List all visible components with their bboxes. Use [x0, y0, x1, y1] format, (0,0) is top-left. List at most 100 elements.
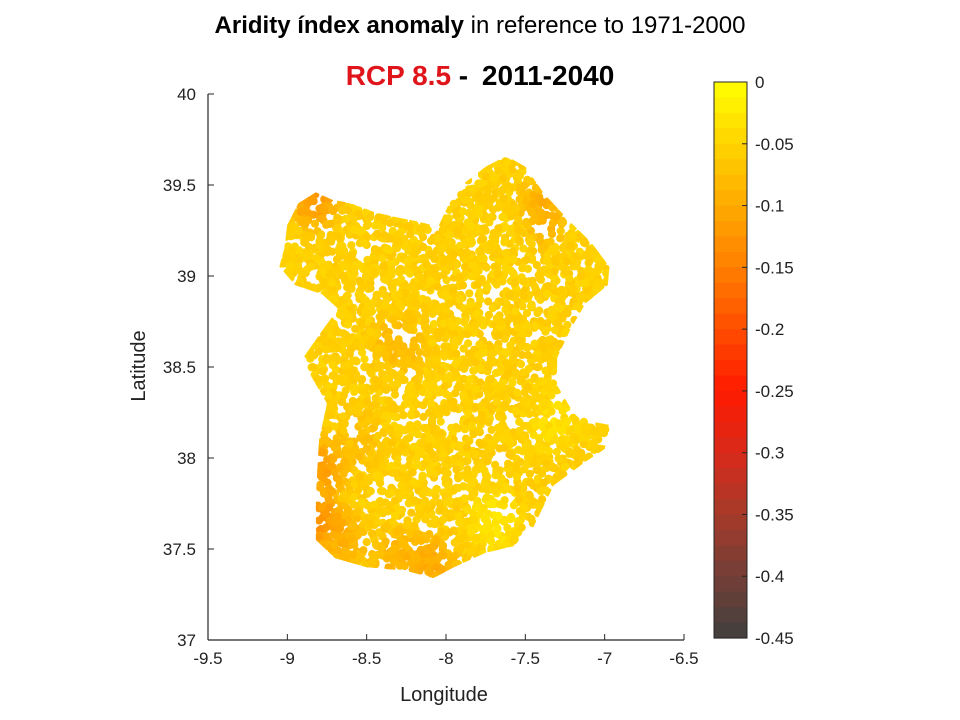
- grid-point: [463, 467, 472, 476]
- grid-point: [352, 357, 361, 366]
- grid-point: [409, 567, 419, 576]
- grid-point: [464, 399, 473, 408]
- grid-point: [557, 294, 566, 303]
- grid-point: [409, 340, 418, 349]
- grid-point: [467, 236, 476, 245]
- grid-point: [445, 497, 454, 506]
- grid-point: [422, 349, 431, 358]
- grid-point: [570, 315, 579, 325]
- y-tick-label: 39: [177, 267, 196, 286]
- grid-point: [335, 524, 345, 534]
- x-tick-label: -9: [280, 649, 295, 668]
- grid-point: [498, 173, 507, 183]
- grid-point: [558, 436, 567, 445]
- grid-point: [461, 357, 470, 366]
- grid-point: [536, 274, 545, 284]
- grid-point: [525, 492, 535, 501]
- grid-point: [511, 307, 520, 316]
- grid-point: [460, 425, 469, 434]
- grid-point: [494, 269, 503, 278]
- grid-point: [529, 247, 538, 256]
- grid-point: [283, 254, 292, 263]
- grid-point: [315, 470, 324, 479]
- grid-point: [589, 439, 599, 448]
- grid-point: [385, 218, 394, 228]
- grid-point: [390, 380, 399, 390]
- grid-point: [598, 254, 607, 264]
- grid-point: [417, 335, 426, 344]
- grid-point: [366, 212, 375, 222]
- y-axis-label: Latitude: [128, 330, 150, 401]
- grid-point: [339, 412, 348, 421]
- grid-point: [341, 386, 350, 395]
- grid-point: [358, 293, 367, 302]
- grid-point: [439, 258, 448, 267]
- grid-point: [493, 432, 502, 441]
- grid-point: [429, 252, 438, 261]
- grid-point: [364, 416, 373, 425]
- colorbar-step: [714, 236, 747, 253]
- grid-point: [410, 521, 419, 530]
- grid-point: [458, 534, 467, 543]
- grid-point: [410, 496, 419, 505]
- grid-point: [323, 455, 332, 464]
- grid-point: [500, 496, 509, 505]
- grid-point: [515, 195, 524, 204]
- grid-point: [393, 231, 402, 240]
- grid-point: [390, 496, 400, 505]
- grid-point: [477, 235, 486, 244]
- colorbar-step: [714, 622, 747, 639]
- grid-point: [340, 538, 349, 547]
- grid-point: [431, 515, 440, 524]
- grid-point: [372, 471, 381, 480]
- grid-point: [440, 404, 449, 413]
- grid-point: [322, 355, 331, 364]
- grid-point: [501, 400, 510, 409]
- grid-point: [486, 243, 495, 252]
- grid-point: [318, 367, 327, 376]
- grid-point: [391, 278, 400, 287]
- grid-point: [390, 412, 399, 421]
- grid-point: [576, 272, 586, 281]
- grid-point: [334, 546, 343, 556]
- grid-point: [582, 286, 591, 295]
- grid-point: [471, 449, 480, 458]
- grid-point: [388, 517, 397, 527]
- grid-point: [475, 288, 484, 297]
- grid-point: [480, 262, 490, 271]
- colorbar-step: [714, 560, 747, 577]
- grid-point: [430, 469, 439, 478]
- colorbar-step: [714, 143, 747, 160]
- grid-point: [487, 537, 496, 546]
- grid-point: [522, 405, 532, 414]
- x-tick-label: -7: [597, 649, 612, 668]
- grid-point: [332, 255, 342, 264]
- grid-point: [484, 310, 493, 320]
- grid-point: [560, 462, 570, 471]
- grid-point: [540, 401, 549, 410]
- colorbar-tick-label: -0.35: [755, 505, 794, 524]
- grid-point: [540, 242, 549, 251]
- grid-point: [418, 277, 427, 286]
- grid-point: [511, 349, 520, 358]
- grid-point: [332, 553, 341, 562]
- grid-point: [351, 324, 360, 333]
- grid-point: [516, 377, 525, 386]
- grid-point: [533, 363, 542, 372]
- grid-point: [315, 237, 324, 246]
- colorbar-step: [714, 576, 747, 593]
- grid-point: [394, 430, 403, 439]
- grid-point: [490, 249, 499, 259]
- grid-point: [289, 209, 298, 218]
- grid-point: [487, 425, 496, 434]
- grid-point: [474, 203, 484, 212]
- grid-point: [323, 478, 332, 487]
- grid-point: [514, 215, 523, 224]
- grid-point: [406, 381, 415, 390]
- grid-point: [536, 317, 545, 326]
- colorbar-step: [714, 483, 747, 500]
- grid-point: [495, 412, 504, 421]
- grid-point: [401, 288, 410, 297]
- grid-point: [403, 355, 412, 364]
- grid-point: [448, 286, 458, 295]
